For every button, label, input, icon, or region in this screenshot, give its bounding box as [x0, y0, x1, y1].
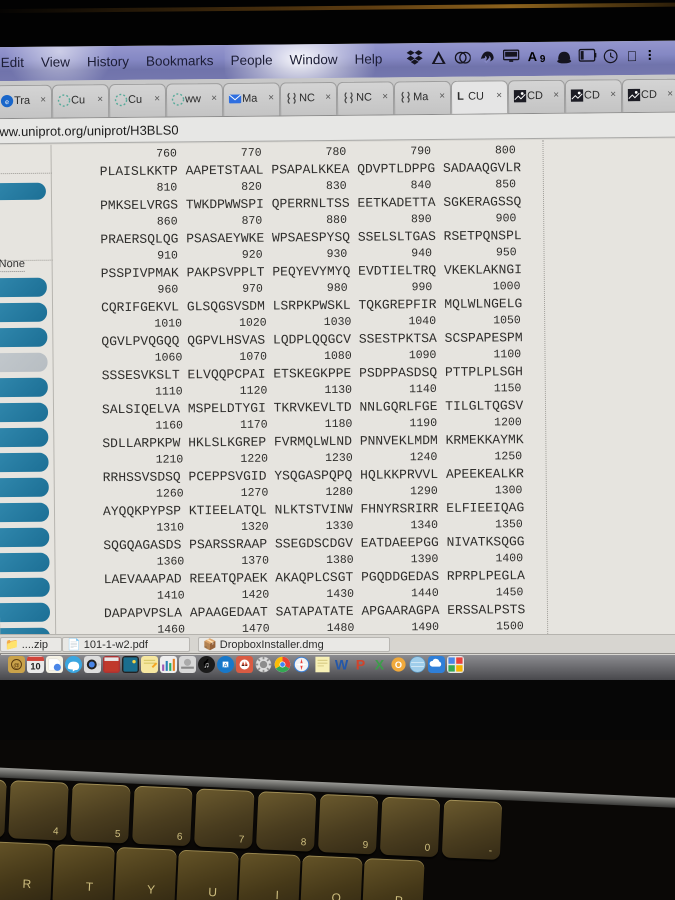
svg-text:X: X — [375, 657, 385, 673]
svg-text:10: 10 — [30, 661, 40, 671]
svg-text:W: W — [335, 657, 349, 673]
svg-text:@: @ — [13, 662, 19, 669]
svg-text:O: O — [395, 660, 402, 670]
svg-text:P: P — [356, 657, 365, 673]
svg-text:♫: ♫ — [204, 660, 210, 669]
svg-text:e: e — [5, 99, 9, 106]
